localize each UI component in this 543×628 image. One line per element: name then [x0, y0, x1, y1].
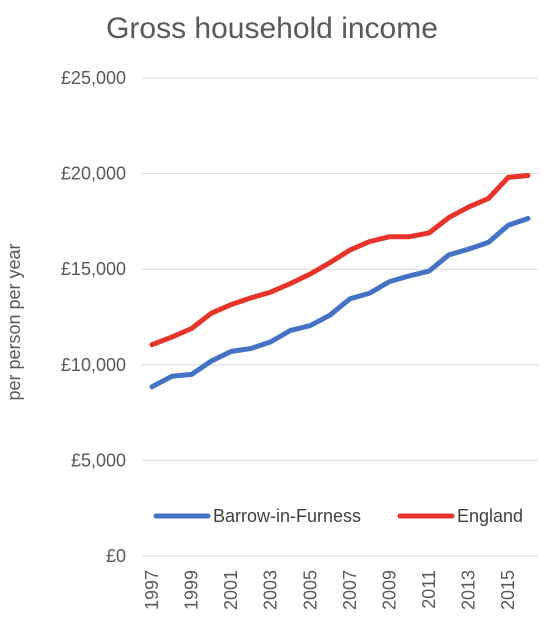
series-lines: [149, 173, 531, 390]
y-tick-label: £15,000: [61, 259, 126, 279]
x-tick-label: 2015: [498, 570, 518, 610]
y-tick-label: £10,000: [61, 355, 126, 375]
series-line-barrow-in-furness: [149, 216, 531, 390]
x-axis-ticks: 1997 1999 2001 2003 2005 2007 2009 2011 2013 2015: [142, 570, 518, 610]
x-tick-label: 2009: [379, 570, 399, 610]
x-tick-label: 1997: [142, 570, 162, 610]
y-tick-label: £25,000: [61, 68, 126, 88]
x-tick-label: 2013: [459, 570, 479, 610]
x-tick-label: 2005: [300, 570, 320, 610]
y-axis-title: per person per year: [4, 243, 24, 400]
y-tick-label: £20,000: [61, 164, 126, 184]
gridlines: [142, 77, 538, 557]
y-tick-label: £0: [106, 546, 126, 566]
legend-label: England: [457, 506, 523, 526]
legend-label: Barrow-in-Furness: [213, 506, 361, 526]
y-axis-ticks: £0 £5,000 £10,000 £15,000 £20,000 £25,000: [61, 68, 126, 566]
series-line-england: [149, 173, 531, 348]
x-tick-label: 2001: [221, 570, 241, 610]
x-tick-label: 2003: [261, 570, 281, 610]
x-tick-label: 1999: [182, 570, 202, 610]
legend: Barrow-in-Furness England: [153, 506, 523, 526]
chart-title: Gross household income: [106, 12, 438, 45]
x-tick-label: 2007: [340, 570, 360, 610]
x-tick-label: 2011: [419, 570, 439, 609]
y-tick-label: £5,000: [71, 450, 126, 470]
